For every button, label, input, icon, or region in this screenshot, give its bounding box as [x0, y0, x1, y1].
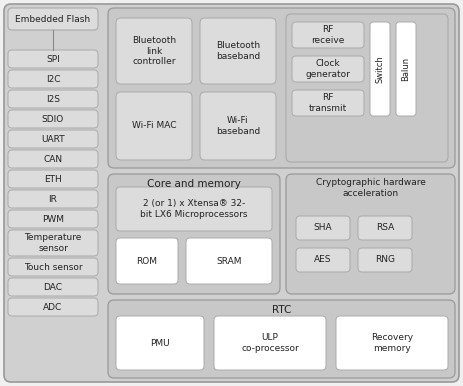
- FancyBboxPatch shape: [296, 248, 350, 272]
- Text: Bluetooth
link
controller: Bluetooth link controller: [132, 36, 176, 66]
- FancyBboxPatch shape: [8, 150, 98, 168]
- Text: SHA: SHA: [314, 223, 332, 232]
- Text: Balun: Balun: [401, 57, 411, 81]
- Text: Wi-Fi
baseband: Wi-Fi baseband: [216, 116, 260, 136]
- FancyBboxPatch shape: [108, 300, 455, 378]
- Text: UART: UART: [41, 134, 65, 144]
- FancyBboxPatch shape: [8, 298, 98, 316]
- Text: Embedded Flash: Embedded Flash: [15, 15, 91, 24]
- FancyBboxPatch shape: [8, 90, 98, 108]
- FancyBboxPatch shape: [292, 56, 364, 82]
- FancyBboxPatch shape: [200, 18, 276, 84]
- FancyBboxPatch shape: [116, 187, 272, 231]
- FancyBboxPatch shape: [292, 22, 364, 48]
- FancyBboxPatch shape: [358, 216, 412, 240]
- Text: SDIO: SDIO: [42, 115, 64, 124]
- Text: RF
transmit: RF transmit: [309, 93, 347, 113]
- FancyBboxPatch shape: [8, 170, 98, 188]
- FancyBboxPatch shape: [108, 174, 280, 294]
- FancyBboxPatch shape: [8, 230, 98, 256]
- FancyBboxPatch shape: [214, 316, 326, 370]
- Text: IR: IR: [49, 195, 57, 203]
- FancyBboxPatch shape: [116, 18, 192, 84]
- Text: RNG: RNG: [375, 256, 395, 264]
- Text: 2 (or 1) x Xtensa® 32-
bit LX6 Microprocessors: 2 (or 1) x Xtensa® 32- bit LX6 Microproc…: [140, 199, 248, 219]
- Text: Bluetooth
baseband: Bluetooth baseband: [216, 41, 260, 61]
- Text: AES: AES: [314, 256, 332, 264]
- FancyBboxPatch shape: [370, 22, 390, 116]
- FancyBboxPatch shape: [336, 316, 448, 370]
- FancyBboxPatch shape: [186, 238, 272, 284]
- FancyBboxPatch shape: [358, 248, 412, 272]
- FancyBboxPatch shape: [286, 14, 448, 162]
- Text: I2C: I2C: [46, 74, 60, 83]
- Text: PWM: PWM: [42, 215, 64, 223]
- FancyBboxPatch shape: [8, 70, 98, 88]
- Text: DAC: DAC: [44, 283, 63, 291]
- FancyBboxPatch shape: [108, 8, 455, 168]
- Text: Cryptographic hardware
acceleration: Cryptographic hardware acceleration: [316, 178, 425, 198]
- FancyBboxPatch shape: [8, 190, 98, 208]
- FancyBboxPatch shape: [116, 238, 178, 284]
- FancyBboxPatch shape: [8, 210, 98, 228]
- Text: Temperature
sensor: Temperature sensor: [25, 233, 81, 253]
- FancyBboxPatch shape: [8, 8, 98, 30]
- FancyBboxPatch shape: [8, 130, 98, 148]
- Text: RTC: RTC: [272, 305, 291, 315]
- Text: CAN: CAN: [44, 154, 63, 164]
- FancyBboxPatch shape: [116, 92, 192, 160]
- Text: Recovery
memory: Recovery memory: [371, 333, 413, 353]
- Text: SPI: SPI: [46, 54, 60, 64]
- Text: RSA: RSA: [376, 223, 394, 232]
- FancyBboxPatch shape: [8, 258, 98, 276]
- FancyBboxPatch shape: [8, 50, 98, 68]
- Text: PMU: PMU: [150, 339, 170, 347]
- Text: ULP
co-processor: ULP co-processor: [241, 333, 299, 353]
- FancyBboxPatch shape: [396, 22, 416, 116]
- Text: Core and memory: Core and memory: [147, 179, 241, 189]
- FancyBboxPatch shape: [292, 90, 364, 116]
- Text: Switch: Switch: [375, 55, 384, 83]
- FancyBboxPatch shape: [200, 92, 276, 160]
- Text: ADC: ADC: [44, 303, 63, 312]
- FancyBboxPatch shape: [116, 316, 204, 370]
- Text: Wi-Fi MAC: Wi-Fi MAC: [132, 122, 176, 130]
- Text: RF
receive: RF receive: [311, 25, 344, 45]
- Text: ETH: ETH: [44, 174, 62, 183]
- Text: I2S: I2S: [46, 95, 60, 103]
- Text: SRAM: SRAM: [216, 257, 242, 266]
- FancyBboxPatch shape: [8, 278, 98, 296]
- FancyBboxPatch shape: [296, 216, 350, 240]
- Text: ROM: ROM: [137, 257, 157, 266]
- FancyBboxPatch shape: [8, 110, 98, 128]
- Text: Touch sensor: Touch sensor: [24, 262, 82, 271]
- Text: Clock
generator: Clock generator: [306, 59, 350, 79]
- FancyBboxPatch shape: [4, 4, 459, 382]
- FancyBboxPatch shape: [286, 174, 455, 294]
